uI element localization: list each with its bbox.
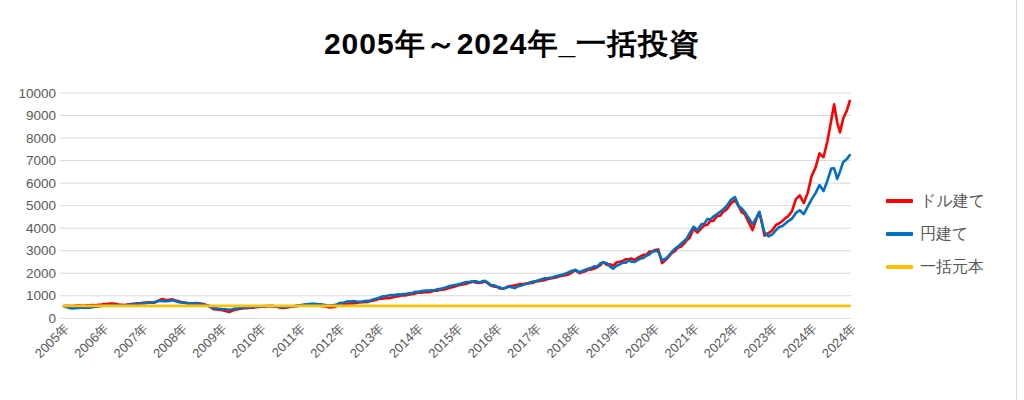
x-tick-label: 2008年 [150,321,190,361]
x-tick-label: 2015年 [425,321,465,361]
y-tick-label: 10000 [18,86,56,101]
x-tick-label: 2011年 [269,321,309,361]
y-tick-label: 9000 [26,108,56,123]
x-tick-label: 2017年 [504,321,544,361]
y-tick-label: 1000 [26,288,56,303]
x-tick-label: 2018年 [543,321,583,361]
legend-item-principal: 一括元本 [886,255,985,279]
x-tick-label: 2005年 [32,321,72,361]
y-tick-label: 3000 [26,243,56,258]
series-line-0 [64,101,850,312]
x-tick-label: 2019年 [583,321,623,361]
dollar-line-swatch [886,199,913,203]
y-tick-label: 5000 [26,198,56,213]
legend-label-yen: 円建て [920,224,968,245]
x-tick-label: 2024年 [819,321,859,361]
x-tick-label: 2007年 [111,321,151,361]
x-tick-label: 2021年 [661,321,701,361]
y-tick-label: 7000 [26,153,56,168]
x-tick-label: 2010年 [229,321,269,361]
y-tick-label: 8000 [26,131,56,146]
principal-line-swatch [886,265,913,269]
yen-line-swatch [886,232,913,236]
y-tick-label: 4000 [26,221,56,236]
y-tick-label: 6000 [26,176,56,191]
x-tick-label: 2023年 [740,321,780,361]
y-tick-label: 0 [48,311,56,326]
x-tick-label: 2024年 [780,321,820,361]
legend-label-principal: 一括元本 [920,257,984,278]
legend: ドル建て 円建て 一括元本 [886,189,985,288]
chart-container: 2005年～2024年_一括投資 01000200030004000500060… [0,0,1024,400]
x-tick-label: 2013年 [347,321,387,361]
x-tick-label: 2022年 [701,321,741,361]
legend-item-dollar: ドル建て [886,189,985,213]
legend-item-yen: 円建て [886,222,985,246]
x-tick-label: 2020年 [622,321,662,361]
plot-area: 0 1000 2000 3000 4000 5000 6000 7000 8000 9000 100… [0,0,1024,400]
x-tick-label: 2009年 [189,321,229,361]
chart-right-border [1016,0,1017,400]
x-tick-label: 2006年 [71,321,111,361]
x-tick-label: 2012年 [307,321,347,361]
x-tick-label: 2014年 [386,321,426,361]
x-tick-label: 2016年 [465,321,505,361]
y-tick-label: 2000 [26,266,56,281]
legend-label-dollar: ドル建て [920,191,985,212]
